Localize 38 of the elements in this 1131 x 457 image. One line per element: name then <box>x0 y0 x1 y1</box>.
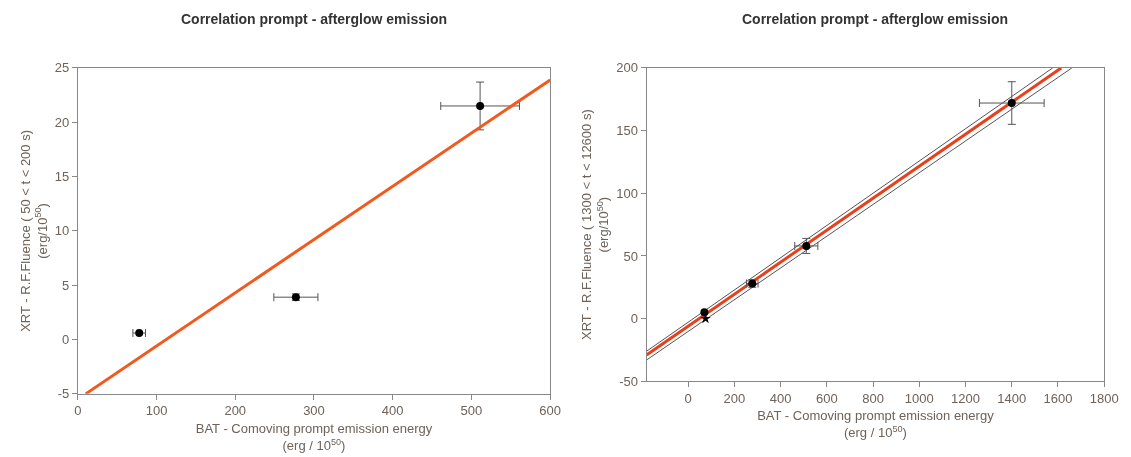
y-tick-label: 150 <box>616 123 639 139</box>
chart-title: Correlation prompt - afterglow emission <box>181 11 448 27</box>
y-tick-label: 20 <box>54 114 70 130</box>
x-tick-label: 0 <box>684 390 692 406</box>
x-tick-label: 100 <box>145 403 168 419</box>
x-tick-label: 600 <box>816 390 838 406</box>
x-tick-label: 200 <box>224 403 247 419</box>
point <box>1007 99 1016 108</box>
point <box>802 241 811 250</box>
y-tick-label: 15 <box>54 169 70 185</box>
x-tick-label: 800 <box>862 390 884 406</box>
y-tick-label: 200 <box>616 60 639 76</box>
y-tick-label: -5 <box>57 386 70 402</box>
x-axis-title: BAT - Comoving prompt emission energy (erg / 10$^{50}$) <box>195 421 433 453</box>
y-tick-label: 100 <box>616 185 639 201</box>
chart-title: Correlation prompt - afterglow emission <box>742 11 1009 27</box>
x-tick-label: 1400 <box>997 390 1027 406</box>
y-tick-label: 0 <box>61 332 70 348</box>
y-tick-label: 5 <box>61 277 70 293</box>
y-tick-label: 0 <box>630 311 639 327</box>
y-tick-label: 25 <box>54 60 70 76</box>
x-tick-label: 400 <box>381 403 404 419</box>
y-tick-label: -50 <box>619 373 639 389</box>
y-tick-label: 50 <box>623 248 639 264</box>
x-tick-label: 1000 <box>904 390 934 406</box>
point <box>476 101 485 110</box>
y-tick-label: 10 <box>54 223 70 239</box>
x-tick-label: 0 <box>74 403 82 419</box>
x-tick-label: 200 <box>723 390 746 406</box>
x-tick-label: 400 <box>769 390 792 406</box>
x-tick-label: 1200 <box>951 390 980 406</box>
x-tick-label: 500 <box>460 403 483 419</box>
x-tick-label: 600 <box>539 403 562 419</box>
point <box>700 308 709 317</box>
x-tick-label: 1800 <box>1089 390 1119 406</box>
x-axis-title: BAT - Comoving prompt emission energy (erg / 10$^{50}$) <box>757 408 995 441</box>
x-tick-label: 1600 <box>1043 390 1073 406</box>
x-tick-label: 300 <box>303 403 325 419</box>
